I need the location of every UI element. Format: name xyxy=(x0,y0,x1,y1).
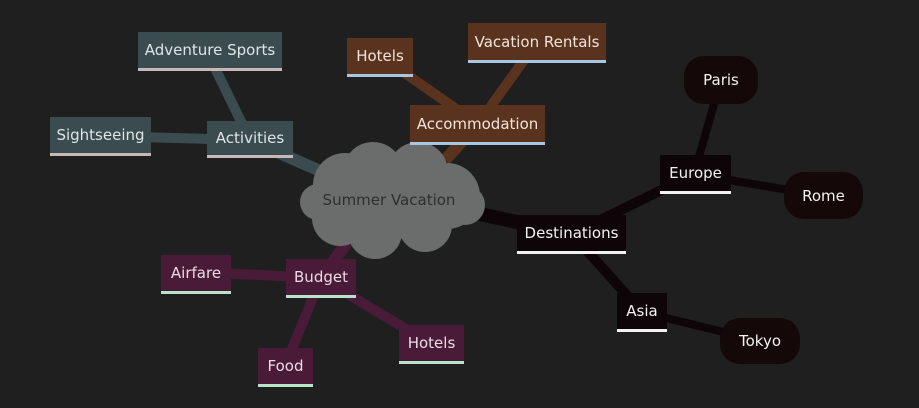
node-activities[interactable]: Activities xyxy=(207,121,293,158)
root-node-label[interactable]: Summer Vacation xyxy=(322,191,456,209)
node-food[interactable]: Food xyxy=(258,348,313,387)
node-destinations[interactable]: Destinations xyxy=(517,215,626,254)
node-asia[interactable]: Asia xyxy=(617,293,667,332)
node-hotels-budget[interactable]: Hotels xyxy=(399,325,464,364)
root-cloud xyxy=(300,142,485,259)
node-airfare[interactable]: Airfare xyxy=(161,255,231,294)
node-hotels-accommodation[interactable]: Hotels xyxy=(347,38,413,77)
node-vacation-rentals[interactable]: Vacation Rentals xyxy=(468,23,606,63)
node-paris[interactable]: Paris xyxy=(684,56,758,104)
node-budget[interactable]: Budget xyxy=(286,259,356,298)
node-adventure-sports[interactable]: Adventure Sports xyxy=(138,32,282,71)
node-sightseeing[interactable]: Sightseeing xyxy=(50,117,151,156)
node-accommodation[interactable]: Accommodation xyxy=(410,105,545,145)
node-rome[interactable]: Rome xyxy=(784,172,863,219)
node-europe[interactable]: Europe xyxy=(660,155,731,194)
node-tokyo[interactable]: Tokyo xyxy=(720,318,800,364)
